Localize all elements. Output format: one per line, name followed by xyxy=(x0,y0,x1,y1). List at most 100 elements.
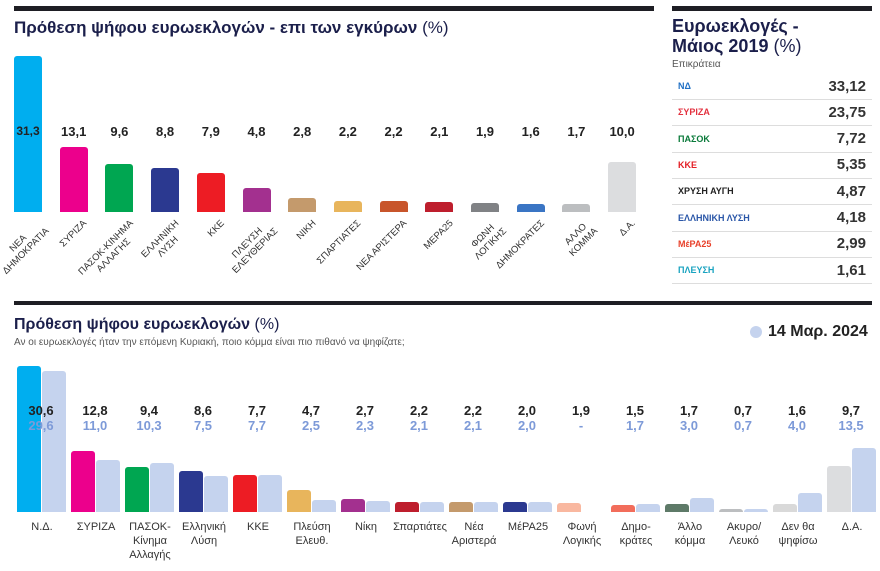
vote-share: 33,12 xyxy=(828,77,866,95)
category-label: ΜέΡΑ25 xyxy=(507,521,549,533)
party-logo: ΧΡΥΣΗ ΑΥΓΗ xyxy=(678,186,734,197)
bar-current xyxy=(287,489,311,512)
bar-previous xyxy=(744,508,768,512)
category-label: ΠΛΕΥΣΗ ΕΛΕΥΘΕΡΙΑΣ xyxy=(229,225,281,276)
category-label: ΑΛΛΟ ΚΟΜΜΑ xyxy=(562,221,600,259)
data-label-previous: 2,0 xyxy=(517,418,537,433)
data-label-current: 1,7 xyxy=(679,403,699,418)
data-label-previous: 10,3 xyxy=(136,418,162,433)
bar xyxy=(151,168,180,212)
data-label-current: 2,2 xyxy=(463,403,483,418)
data-label: 2,1 xyxy=(430,124,449,139)
data-label: 9,6 xyxy=(110,124,129,139)
legend-swatch xyxy=(750,326,762,338)
legend: 14 Μαρ. 2024 xyxy=(750,323,868,341)
category-label: ΚΚΕ xyxy=(205,218,227,240)
data-label: 7,9 xyxy=(201,124,220,139)
bar-current xyxy=(449,501,473,512)
bottom-chart-subtitle: Αν οι ευρωεκλογές ήταν την επόμενη Κυρια… xyxy=(14,337,405,348)
vote-share: 4,18 xyxy=(836,209,866,226)
data-label: 8,8 xyxy=(156,124,175,139)
data-label-current: 4,7 xyxy=(301,403,321,418)
data-label-previous: 7,5 xyxy=(193,418,213,433)
table-row: ΝΔ 33,12 xyxy=(672,73,872,100)
table-row: ΜέΡΑ25 2,99 xyxy=(672,231,872,258)
table-row: ΠΑΣΟΚ 7,72 xyxy=(672,126,872,153)
data-label-previous: 0,7 xyxy=(733,418,753,433)
bar xyxy=(425,201,454,212)
data-label-current: 2,2 xyxy=(409,403,429,418)
top-divider xyxy=(14,6,654,11)
table-row: ΕΛΛΗΝΙΚΗ ΛΥΣΗ 4,18 xyxy=(672,205,872,232)
category-label: ΣΥΡΙΖΑ xyxy=(58,218,90,250)
data-label: 31,3 xyxy=(16,124,40,138)
bar-previous xyxy=(42,370,66,512)
bar-previous xyxy=(420,501,444,512)
bar xyxy=(14,55,42,212)
party-logo: ΜέΡΑ25 xyxy=(678,238,712,249)
category-label: ΝΕΑ ΔΗΜΟΚΡΑΤΙΑ xyxy=(0,225,52,277)
data-label-current: 8,6 xyxy=(193,403,213,418)
data-label-previous: - xyxy=(578,418,584,433)
bar-previous xyxy=(366,501,390,512)
top-chart-title: Πρόθεση ψήφου ευρωεκλογών - επι των εγκύ… xyxy=(14,18,449,38)
bar-current xyxy=(233,475,257,512)
bar-current xyxy=(773,504,797,512)
category-label: Ελληνική Λύση xyxy=(181,521,227,547)
data-label-previous: 2,1 xyxy=(463,418,483,433)
right-divider xyxy=(672,6,872,11)
bar-previous xyxy=(852,447,876,512)
category-label: ΚΚΕ xyxy=(246,521,269,533)
data-label-previous: 3,0 xyxy=(679,418,699,433)
table-row: ΧΡΥΣΗ ΑΥΓΗ 4,87 xyxy=(672,178,872,206)
bar-previous xyxy=(96,459,120,512)
bar-previous xyxy=(312,500,336,512)
data-label-current: 1,6 xyxy=(787,403,807,418)
data-label-previous: 7,7 xyxy=(247,418,267,433)
category-label: Ν.Δ. xyxy=(31,521,53,533)
party-logo: ΚΚΕ xyxy=(678,159,698,170)
party-logo: ΣΥΡΙΖΑ xyxy=(678,107,710,118)
results-2019-title: Ευρωεκλογές - Μάιος 2019 (%) xyxy=(672,16,801,56)
bar-current xyxy=(665,503,689,512)
bottom-divider xyxy=(14,301,872,305)
category-label: Νέα Αριστερά xyxy=(451,521,497,547)
title-unit: (%) xyxy=(254,316,280,333)
party-logo: ΝΔ xyxy=(678,81,691,91)
bar-current xyxy=(611,504,635,512)
category-label: Δ.Α. xyxy=(841,521,863,533)
data-label-current: 2,0 xyxy=(517,403,537,418)
bar xyxy=(379,201,408,212)
bar xyxy=(516,204,545,212)
bar xyxy=(608,162,637,212)
bar xyxy=(242,188,271,212)
bar-previous xyxy=(528,502,552,512)
party-logo: ΠΛΕΥΣΗ xyxy=(678,265,715,276)
data-label-previous: 29,6 xyxy=(28,418,54,433)
bar xyxy=(288,198,317,212)
data-label: 1,6 xyxy=(521,124,540,139)
data-label-previous: 1,7 xyxy=(625,418,645,433)
bar-previous xyxy=(798,492,822,512)
bar-current xyxy=(71,450,95,512)
category-label: ΠΑΣΟΚ- Κίνημα Αλλαγής xyxy=(129,521,171,561)
bar xyxy=(471,202,499,212)
data-label: 10,0 xyxy=(609,124,635,139)
category-label: Φωνή Λογικής xyxy=(562,521,602,547)
legend-label: 14 Μαρ. 2024 xyxy=(768,323,868,340)
vote-share: 5,35 xyxy=(836,156,866,174)
data-label: 13,1 xyxy=(61,124,87,139)
bar-current xyxy=(503,502,527,512)
data-label-current: 9,4 xyxy=(139,403,159,418)
data-label-current: 12,8 xyxy=(82,403,108,418)
bar xyxy=(333,201,362,212)
bar-current xyxy=(341,499,365,512)
bar-current xyxy=(17,366,41,512)
data-label-previous: 2,5 xyxy=(301,418,321,433)
category-label: ΜΕΡΑ25 xyxy=(421,218,456,252)
bar xyxy=(105,164,134,212)
bar-current xyxy=(125,467,149,512)
category-label: Άλλο κόμμα xyxy=(674,521,706,547)
category-label: Δεν θα ψηφίσω xyxy=(778,521,818,547)
bar-previous xyxy=(690,497,714,512)
